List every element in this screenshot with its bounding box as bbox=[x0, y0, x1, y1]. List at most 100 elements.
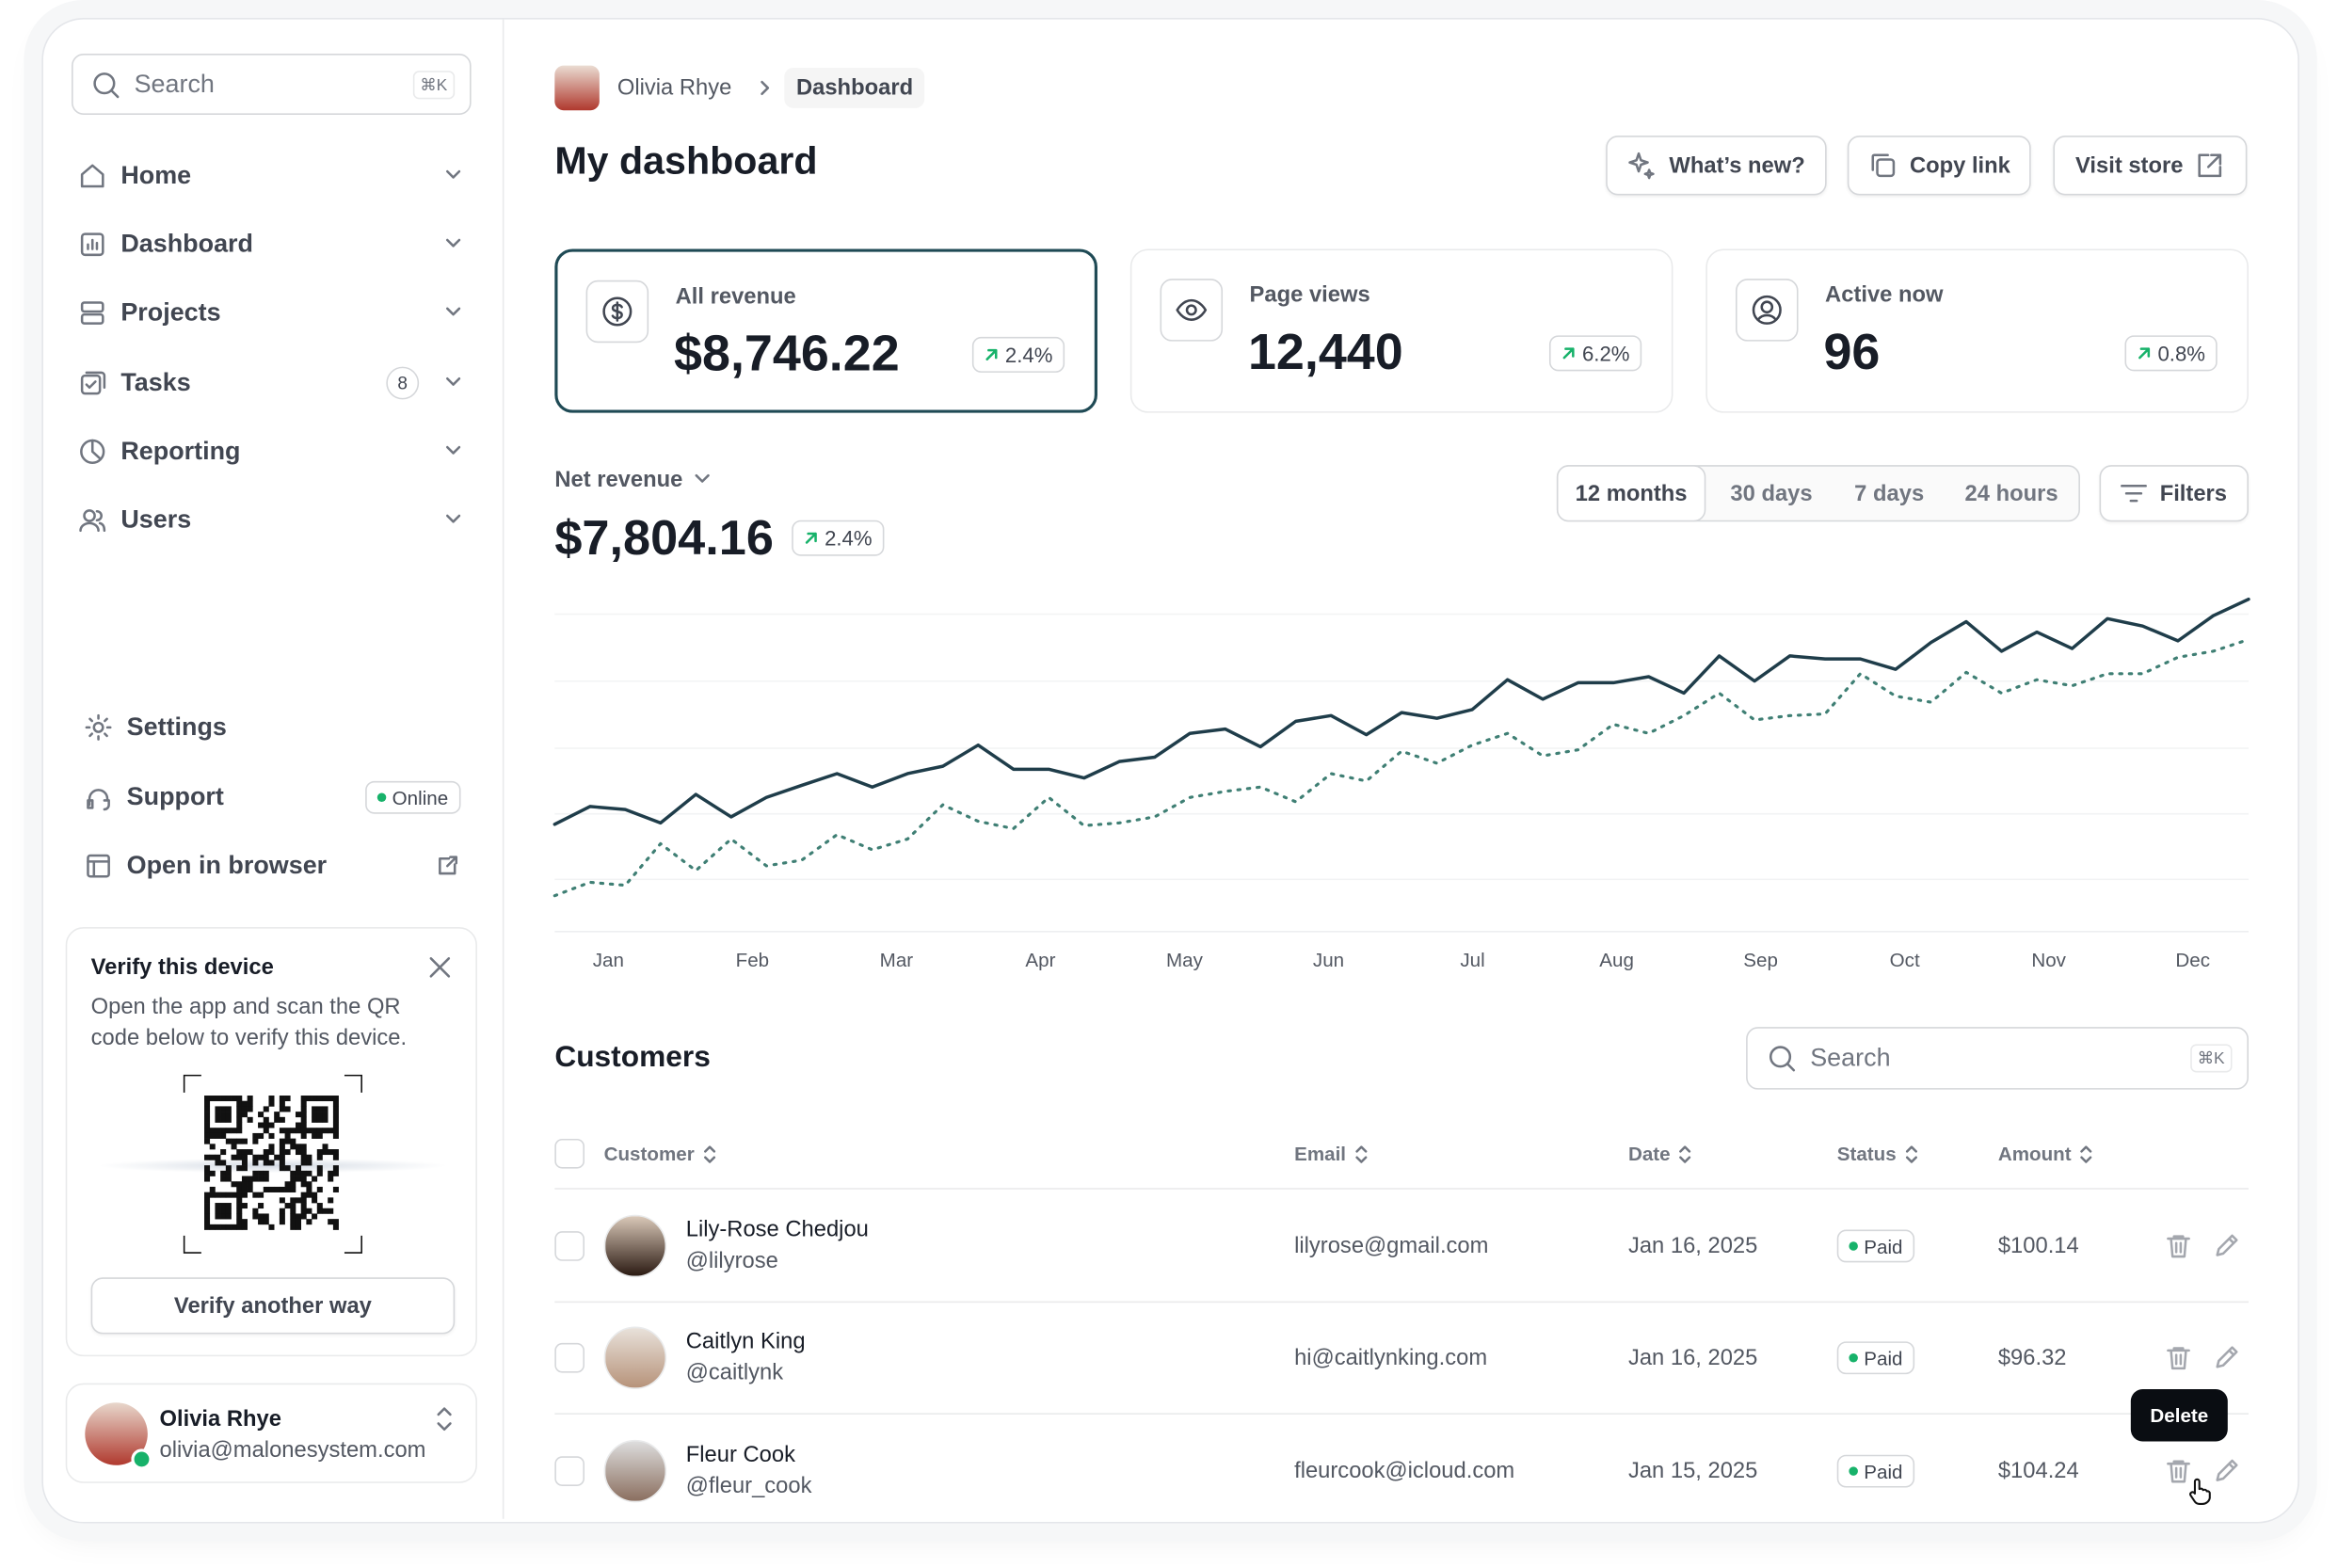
qr-cell bbox=[279, 1149, 285, 1156]
close-icon[interactable] bbox=[428, 955, 452, 979]
qr-cell bbox=[306, 1096, 312, 1102]
qr-cell bbox=[241, 1186, 248, 1192]
icon bbox=[445, 445, 461, 455]
qr-cell bbox=[263, 1176, 269, 1182]
qr-cell bbox=[279, 1106, 285, 1112]
qr-cell bbox=[332, 1122, 339, 1128]
qr-cell bbox=[263, 1219, 269, 1225]
qr-cell bbox=[236, 1149, 243, 1156]
qr-cell bbox=[204, 1192, 211, 1198]
qr-cell bbox=[236, 1197, 243, 1204]
column-header[interactable]: Customer bbox=[604, 1143, 715, 1165]
nav-label[interactable]: Projects bbox=[120, 297, 221, 327]
customers-search[interactable]: Search ⌘K bbox=[1746, 1027, 2249, 1090]
qr-cell bbox=[241, 1149, 248, 1156]
range-tab[interactable]: 7 days bbox=[1854, 480, 1925, 506]
qr-cell bbox=[300, 1170, 307, 1176]
icon bbox=[445, 307, 461, 316]
verify-button[interactable]: Verify another way bbox=[90, 1277, 456, 1335]
column-label: Customer bbox=[603, 1142, 695, 1165]
checkbox[interactable] bbox=[554, 1231, 585, 1261]
qr-cell bbox=[312, 1192, 318, 1198]
qr-cell bbox=[236, 1192, 243, 1198]
qr-cell bbox=[300, 1106, 307, 1112]
user-card[interactable]: Olivia Rhye olivia@malonesystem.com bbox=[65, 1383, 477, 1483]
icon-part bbox=[92, 721, 104, 733]
stat-card[interactable]: Active now 96 0.8% bbox=[1705, 248, 2249, 413]
qr-cell bbox=[220, 1208, 227, 1214]
status: Paid bbox=[1864, 1235, 1903, 1257]
qr-cell bbox=[241, 1192, 248, 1198]
nav-label[interactable]: Reporting bbox=[120, 437, 241, 466]
stat-card[interactable]: All revenue $8,746.22 2.4% bbox=[554, 248, 1097, 413]
range-tab[interactable]: 30 days bbox=[1730, 480, 1813, 506]
range-tab[interactable]: 24 hours bbox=[1964, 480, 2058, 506]
checkbox[interactable] bbox=[554, 1138, 585, 1169]
qr-cell bbox=[225, 1203, 232, 1209]
column-header[interactable]: Status bbox=[1837, 1143, 1917, 1165]
qr-cell bbox=[300, 1128, 307, 1134]
qr-cell bbox=[279, 1165, 285, 1172]
icon bbox=[80, 439, 105, 465]
qr-cell bbox=[215, 1192, 221, 1198]
stat-card[interactable]: Page views 12,440 6.2% bbox=[1129, 248, 1673, 413]
qr-cell bbox=[220, 1176, 227, 1182]
x-tick-label: Nov bbox=[2031, 950, 2066, 971]
icon-part bbox=[445, 238, 461, 248]
nav-label[interactable]: Home bbox=[120, 161, 192, 190]
filters-button[interactable]: Filters bbox=[2099, 465, 2249, 522]
qr-cell bbox=[284, 1132, 291, 1139]
nav-label[interactable]: Support bbox=[126, 782, 224, 811]
nav-label[interactable]: Dashboard bbox=[120, 229, 253, 258]
qr-cell bbox=[316, 1128, 323, 1134]
range-tab[interactable]: 12 months bbox=[1556, 465, 1706, 522]
icon-part bbox=[445, 514, 461, 523]
range-tabs: 12 months 30 days 7 days 24 hours bbox=[1556, 465, 2080, 522]
customer-name: Fleur Cook bbox=[685, 1442, 795, 1468]
nav-label[interactable]: Settings bbox=[126, 712, 227, 742]
qr-cell bbox=[300, 1203, 307, 1209]
qr-cell bbox=[236, 1224, 243, 1230]
column-header[interactable]: Email bbox=[1294, 1143, 1367, 1165]
stat-icon bbox=[1176, 298, 1208, 321]
breadcrumb[interactable]: Olivia Rhye bbox=[617, 74, 732, 101]
nav-label[interactable]: Users bbox=[120, 504, 192, 534]
badge-label: Online bbox=[392, 786, 449, 809]
icon bbox=[2167, 1347, 2190, 1370]
change-badge: 2.4% bbox=[792, 520, 885, 556]
column-header[interactable]: Date bbox=[1628, 1143, 1691, 1165]
qr-cell bbox=[316, 1096, 323, 1102]
qr-cell bbox=[300, 1192, 307, 1198]
qr-cell bbox=[236, 1128, 243, 1134]
stat-icon-box bbox=[1160, 279, 1224, 342]
qr-cell bbox=[220, 1149, 227, 1156]
qr-cell bbox=[316, 1186, 323, 1192]
qr-cell bbox=[231, 1224, 237, 1230]
checkbox[interactable] bbox=[554, 1342, 585, 1373]
qr-cell bbox=[328, 1096, 334, 1102]
column-header[interactable]: Amount bbox=[1998, 1143, 2092, 1165]
icon-part bbox=[87, 238, 99, 250]
nav-label[interactable]: Tasks bbox=[120, 368, 191, 397]
action-button[interactable]: Copy link bbox=[1847, 136, 2031, 196]
qr-cell bbox=[268, 1160, 275, 1166]
action-button[interactable]: What’s new? bbox=[1606, 136, 1827, 196]
action-button[interactable]: Visit store bbox=[2053, 136, 2248, 196]
qr-cell bbox=[225, 1128, 232, 1134]
qr-cell bbox=[279, 1128, 285, 1134]
qr-cell bbox=[231, 1128, 237, 1134]
icon bbox=[80, 371, 106, 395]
sidebar-search[interactable]: Search ⌘K bbox=[72, 54, 472, 115]
qr-cell bbox=[225, 1213, 232, 1220]
chart-title[interactable]: Net revenue bbox=[554, 467, 683, 493]
qr-cell bbox=[284, 1096, 291, 1102]
qr-cell bbox=[279, 1160, 285, 1166]
nav-label[interactable]: Open in browser bbox=[126, 851, 328, 880]
qr-cell bbox=[306, 1154, 312, 1160]
qr-cell bbox=[306, 1219, 312, 1225]
qr-cell bbox=[225, 1096, 232, 1102]
qr-cell bbox=[328, 1149, 334, 1156]
checkbox[interactable] bbox=[554, 1456, 585, 1486]
status-badge: Paid bbox=[1836, 1229, 1915, 1263]
